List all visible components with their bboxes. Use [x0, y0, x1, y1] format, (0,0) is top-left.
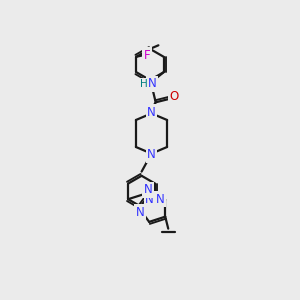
Text: N: N [136, 206, 145, 219]
Text: H: H [140, 79, 148, 89]
Text: N: N [148, 77, 157, 90]
Text: N: N [155, 193, 164, 206]
Text: O: O [169, 90, 178, 104]
Text: N: N [147, 148, 156, 161]
Text: F: F [144, 49, 150, 62]
Text: N: N [147, 106, 156, 119]
Text: N: N [144, 183, 152, 196]
Text: N: N [145, 193, 154, 206]
